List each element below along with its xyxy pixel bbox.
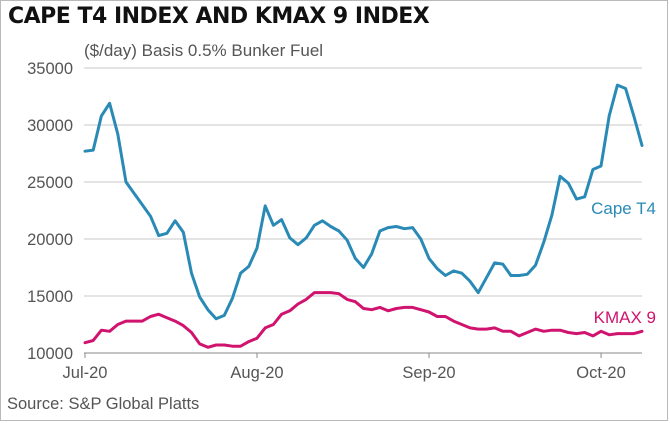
series-labels: Cape T4 KMAX 9 — [591, 199, 656, 327]
x-tick-label: Aug-20 — [230, 364, 283, 382]
y-tick-label: 20000 — [27, 231, 73, 249]
series-lines — [83, 83, 644, 349]
y-tick-label: 10000 — [27, 345, 73, 363]
gridlines — [84, 67, 642, 358]
series-line-kmax-9 — [83, 291, 644, 349]
y-axis-tick-labels: 10000 15000 20000 25000 30000 35000 — [27, 60, 73, 363]
x-axis-tick-labels: Jul-20 Aug-20 Sep-20 Oct-20 — [63, 364, 626, 382]
y-tick-label: 25000 — [27, 174, 73, 192]
y-tick-label: 30000 — [27, 117, 73, 135]
series-label-cape-t4: Cape T4 — [591, 199, 656, 218]
chart-title: CAPE T4 INDEX AND KMAX 9 INDEX — [8, 4, 430, 29]
y-tick-label: 35000 — [27, 60, 73, 78]
x-tick-label: Jul-20 — [63, 364, 108, 382]
source-note: Source: S&P Global Platts — [7, 395, 200, 413]
x-tick-label: Sep-20 — [402, 364, 455, 382]
chart-subtitle: ($/day) Basis 0.5% Bunker Fuel — [84, 41, 324, 60]
y-tick-label: 15000 — [27, 288, 73, 306]
series-label-kmax-9: KMAX 9 — [594, 308, 656, 327]
series-line-cape-t4 — [83, 83, 644, 321]
x-tick-label: Oct-20 — [576, 364, 626, 382]
